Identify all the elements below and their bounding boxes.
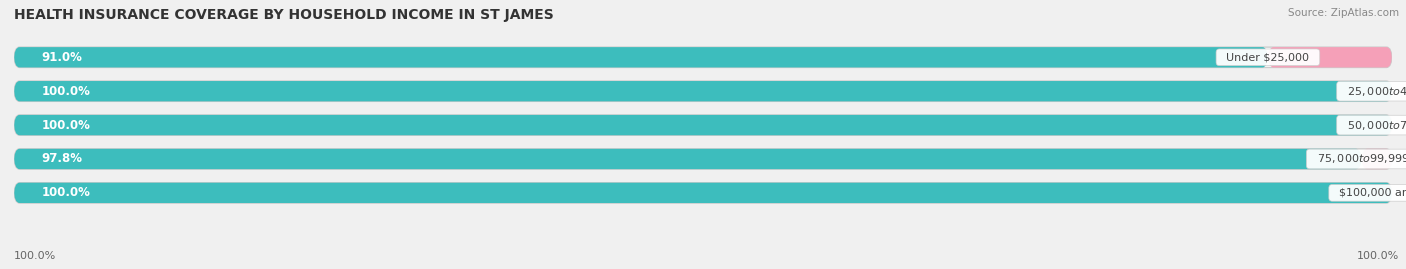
Text: 100.0%: 100.0% xyxy=(42,85,90,98)
Text: HEALTH INSURANCE COVERAGE BY HOUSEHOLD INCOME IN ST JAMES: HEALTH INSURANCE COVERAGE BY HOUSEHOLD I… xyxy=(14,8,554,22)
Text: 100.0%: 100.0% xyxy=(14,251,56,261)
Text: Source: ZipAtlas.com: Source: ZipAtlas.com xyxy=(1288,8,1399,18)
FancyBboxPatch shape xyxy=(14,183,1392,203)
Text: 100.0%: 100.0% xyxy=(1357,251,1399,261)
FancyBboxPatch shape xyxy=(14,149,1392,169)
FancyBboxPatch shape xyxy=(1268,47,1392,68)
FancyBboxPatch shape xyxy=(14,47,1268,68)
FancyBboxPatch shape xyxy=(14,115,1392,135)
Text: 100.0%: 100.0% xyxy=(42,186,90,199)
Text: $100,000 and over: $100,000 and over xyxy=(1333,188,1406,198)
Text: $50,000 to $74,999: $50,000 to $74,999 xyxy=(1340,119,1406,132)
Text: $75,000 to $99,999: $75,000 to $99,999 xyxy=(1310,153,1406,165)
FancyBboxPatch shape xyxy=(14,47,1392,68)
Text: $25,000 to $49,999: $25,000 to $49,999 xyxy=(1340,85,1406,98)
FancyBboxPatch shape xyxy=(1361,149,1392,169)
FancyBboxPatch shape xyxy=(14,183,1392,203)
FancyBboxPatch shape xyxy=(14,81,1392,101)
Text: 91.0%: 91.0% xyxy=(42,51,83,64)
Text: 100.0%: 100.0% xyxy=(42,119,90,132)
FancyBboxPatch shape xyxy=(14,115,1392,135)
Text: Under $25,000: Under $25,000 xyxy=(1219,52,1316,62)
FancyBboxPatch shape xyxy=(14,149,1361,169)
FancyBboxPatch shape xyxy=(14,81,1392,101)
Text: 97.8%: 97.8% xyxy=(42,153,83,165)
